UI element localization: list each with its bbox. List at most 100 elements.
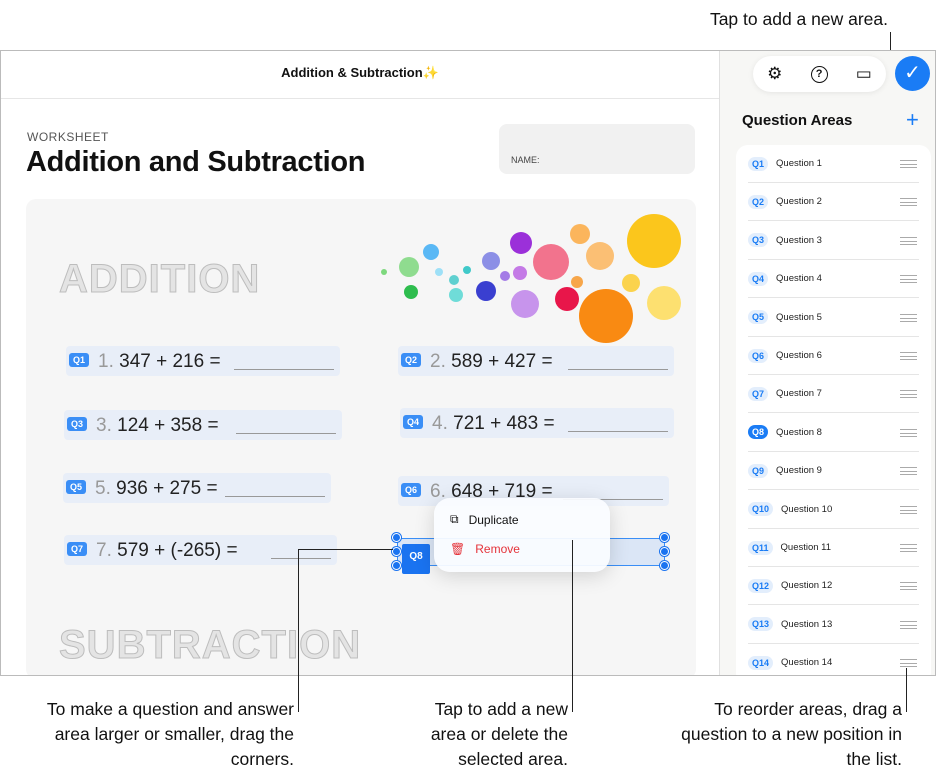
question-label: Question 2 bbox=[776, 196, 822, 208]
question-badge: Q6 bbox=[748, 348, 769, 363]
question-badge: Q5 bbox=[748, 310, 769, 325]
question-tag: Q8 bbox=[402, 544, 430, 574]
sidebar-toggle-icon[interactable]: ▭ bbox=[855, 64, 872, 83]
question-tag: Q3 bbox=[67, 417, 88, 431]
resize-handle-top-left[interactable] bbox=[392, 533, 401, 542]
question-badge: Q4 bbox=[748, 271, 769, 286]
drag-handle-icon[interactable] bbox=[900, 313, 917, 322]
question-label: Question 5 bbox=[776, 311, 822, 323]
question-list-item[interactable]: Q2 Question 2 bbox=[748, 183, 919, 222]
question-list-item[interactable]: Q9 Question 9 bbox=[748, 452, 919, 491]
worksheet-label: WORKSHEET bbox=[27, 130, 109, 144]
question-area-q3[interactable]: Q3 3. 124 + 358 = bbox=[64, 410, 342, 440]
question-area-q1[interactable]: Q1 1. 347 + 216 = bbox=[66, 346, 340, 376]
context-menu: ⧉ Duplicate 🗑 Remove bbox=[434, 498, 610, 572]
app-window: Addition & Subtraction✨ WORKSHEET Additi… bbox=[0, 50, 936, 676]
question-badge: Q12 bbox=[748, 578, 774, 593]
question-label: Question 8 bbox=[776, 426, 822, 438]
question-label: Question 7 bbox=[776, 388, 822, 400]
question-badge: Q13 bbox=[748, 617, 774, 632]
drag-handle-icon[interactable] bbox=[900, 198, 917, 207]
done-button[interactable]: ✓ bbox=[895, 56, 930, 91]
question-list-item[interactable]: Q3 Question 3 bbox=[748, 222, 919, 260]
question-label: Question 10 bbox=[781, 503, 833, 515]
question-badge: Q14 bbox=[748, 655, 774, 670]
question-area-q4[interactable]: Q4 4. 721 + 483 = bbox=[400, 408, 674, 438]
question-tag: Q4 bbox=[403, 415, 424, 429]
drag-handle-icon[interactable] bbox=[900, 352, 917, 360]
question-label: Question 6 bbox=[776, 350, 822, 361]
worksheet-title: Addition and Subtraction bbox=[26, 146, 366, 178]
question-tag: Q5 bbox=[66, 480, 87, 494]
document-title: Addition & Subtraction✨ bbox=[1, 51, 719, 99]
question-list-item[interactable]: Q10 Question 10 bbox=[748, 491, 919, 529]
drag-handle-icon[interactable] bbox=[900, 467, 917, 476]
question-list-item[interactable]: Q14 Question 14 bbox=[748, 644, 919, 675]
gear-icon[interactable]: ⚙ bbox=[767, 64, 783, 83]
name-label: NAME: bbox=[511, 155, 540, 165]
drag-handle-icon[interactable] bbox=[900, 428, 917, 437]
resize-handle-left[interactable] bbox=[392, 547, 401, 556]
question-list-item[interactable]: Q12 Question 12 bbox=[748, 567, 919, 606]
drag-handle-icon[interactable] bbox=[900, 160, 917, 168]
drag-handle-icon[interactable] bbox=[900, 620, 917, 629]
question-list-item[interactable]: Q5 Question 5 bbox=[748, 299, 919, 337]
question-badge: Q2 bbox=[748, 194, 769, 209]
question-label: Question 13 bbox=[781, 618, 833, 630]
drag-handle-icon[interactable] bbox=[900, 582, 917, 591]
drag-handle-icon[interactable] bbox=[900, 505, 917, 514]
question-area-q2[interactable]: Q2 2. 589 + 427 = bbox=[398, 346, 674, 376]
sidebar-title: Question Areas bbox=[742, 112, 853, 129]
callout-add-area: Tap to add a new area. bbox=[709, 9, 888, 29]
question-badge: Q7 bbox=[748, 386, 769, 401]
question-list-item[interactable]: Q13 Question 13 bbox=[748, 606, 919, 644]
question-label: Question 3 bbox=[776, 234, 822, 246]
question-label: Question 4 bbox=[776, 273, 822, 285]
section-subtraction: SUBTRACTION bbox=[58, 623, 362, 668]
callout-reorder: To reorder areas, drag a question to a n… bbox=[681, 699, 902, 769]
menu-item-duplicate[interactable]: ⧉ Duplicate bbox=[450, 512, 519, 527]
drag-handle-icon[interactable] bbox=[900, 275, 917, 284]
question-tag: Q6 bbox=[401, 483, 422, 497]
help-icon[interactable]: ? bbox=[810, 65, 828, 83]
question-badge: Q1 bbox=[748, 156, 769, 171]
question-area-q7[interactable]: Q7 7. 579 + (-265) = bbox=[64, 535, 337, 565]
drag-handle-icon[interactable] bbox=[900, 390, 917, 399]
question-list-item[interactable]: Q4 Question 4 bbox=[748, 260, 919, 299]
question-tag: Q2 bbox=[401, 353, 422, 367]
question-list: Q1 Question 1 Q2 Question 2 Q3 Question 3 Q4 Qu… bbox=[736, 145, 931, 675]
resize-handle-top-right[interactable] bbox=[660, 533, 669, 542]
question-areas-sidebar: ⚙ ? ▭ ✓ Question Areas + Q1 Question 1 Q2 Q… bbox=[719, 51, 935, 675]
question-badge: Q3 bbox=[748, 233, 769, 248]
drag-handle-icon[interactable] bbox=[900, 236, 917, 245]
question-badge: Q8 bbox=[748, 425, 769, 440]
question-badge: Q10 bbox=[748, 502, 774, 517]
resize-handle-bottom-left[interactable] bbox=[392, 561, 401, 570]
name-field: NAME: bbox=[499, 124, 695, 174]
trash-icon: 🗑 bbox=[450, 542, 466, 556]
question-label: Question 9 bbox=[776, 465, 822, 477]
question-list-item[interactable]: Q6 Question 6 bbox=[748, 337, 919, 375]
question-label: Question 12 bbox=[781, 580, 833, 592]
question-label: Question 11 bbox=[780, 542, 832, 553]
menu-item-remove[interactable]: 🗑 Remove bbox=[450, 542, 520, 556]
question-list-item[interactable]: Q1 Question 1 bbox=[748, 145, 919, 183]
question-area-q5[interactable]: Q5 5. 936 + 275 = bbox=[63, 473, 331, 503]
question-tag: Q7 bbox=[67, 542, 88, 556]
callout-resize: To make a question and answer area large… bbox=[46, 699, 294, 769]
drag-handle-icon[interactable] bbox=[900, 659, 917, 668]
question-badge: Q9 bbox=[748, 463, 769, 478]
question-label: Question 14 bbox=[781, 657, 833, 669]
resize-handle-bottom-right[interactable] bbox=[660, 561, 669, 570]
question-list-item[interactable]: Q8 Question 8 bbox=[748, 414, 919, 452]
callout-menu: Tap to add a new area or delete the sele… bbox=[430, 699, 568, 769]
question-list-item[interactable]: Q11 Question 11 bbox=[748, 529, 919, 567]
resize-handle-right[interactable] bbox=[660, 547, 669, 556]
toolbar: ⚙ ? ▭ bbox=[753, 56, 886, 92]
question-list-item[interactable]: Q7 Question 7 bbox=[748, 375, 919, 414]
question-tag: Q1 bbox=[69, 353, 90, 367]
add-area-button[interactable]: + bbox=[906, 107, 919, 132]
question-label: Question 1 bbox=[776, 158, 822, 169]
drag-handle-icon[interactable] bbox=[900, 544, 917, 552]
worksheet-canvas: Addition & Subtraction✨ WORKSHEET Additi… bbox=[1, 51, 719, 675]
